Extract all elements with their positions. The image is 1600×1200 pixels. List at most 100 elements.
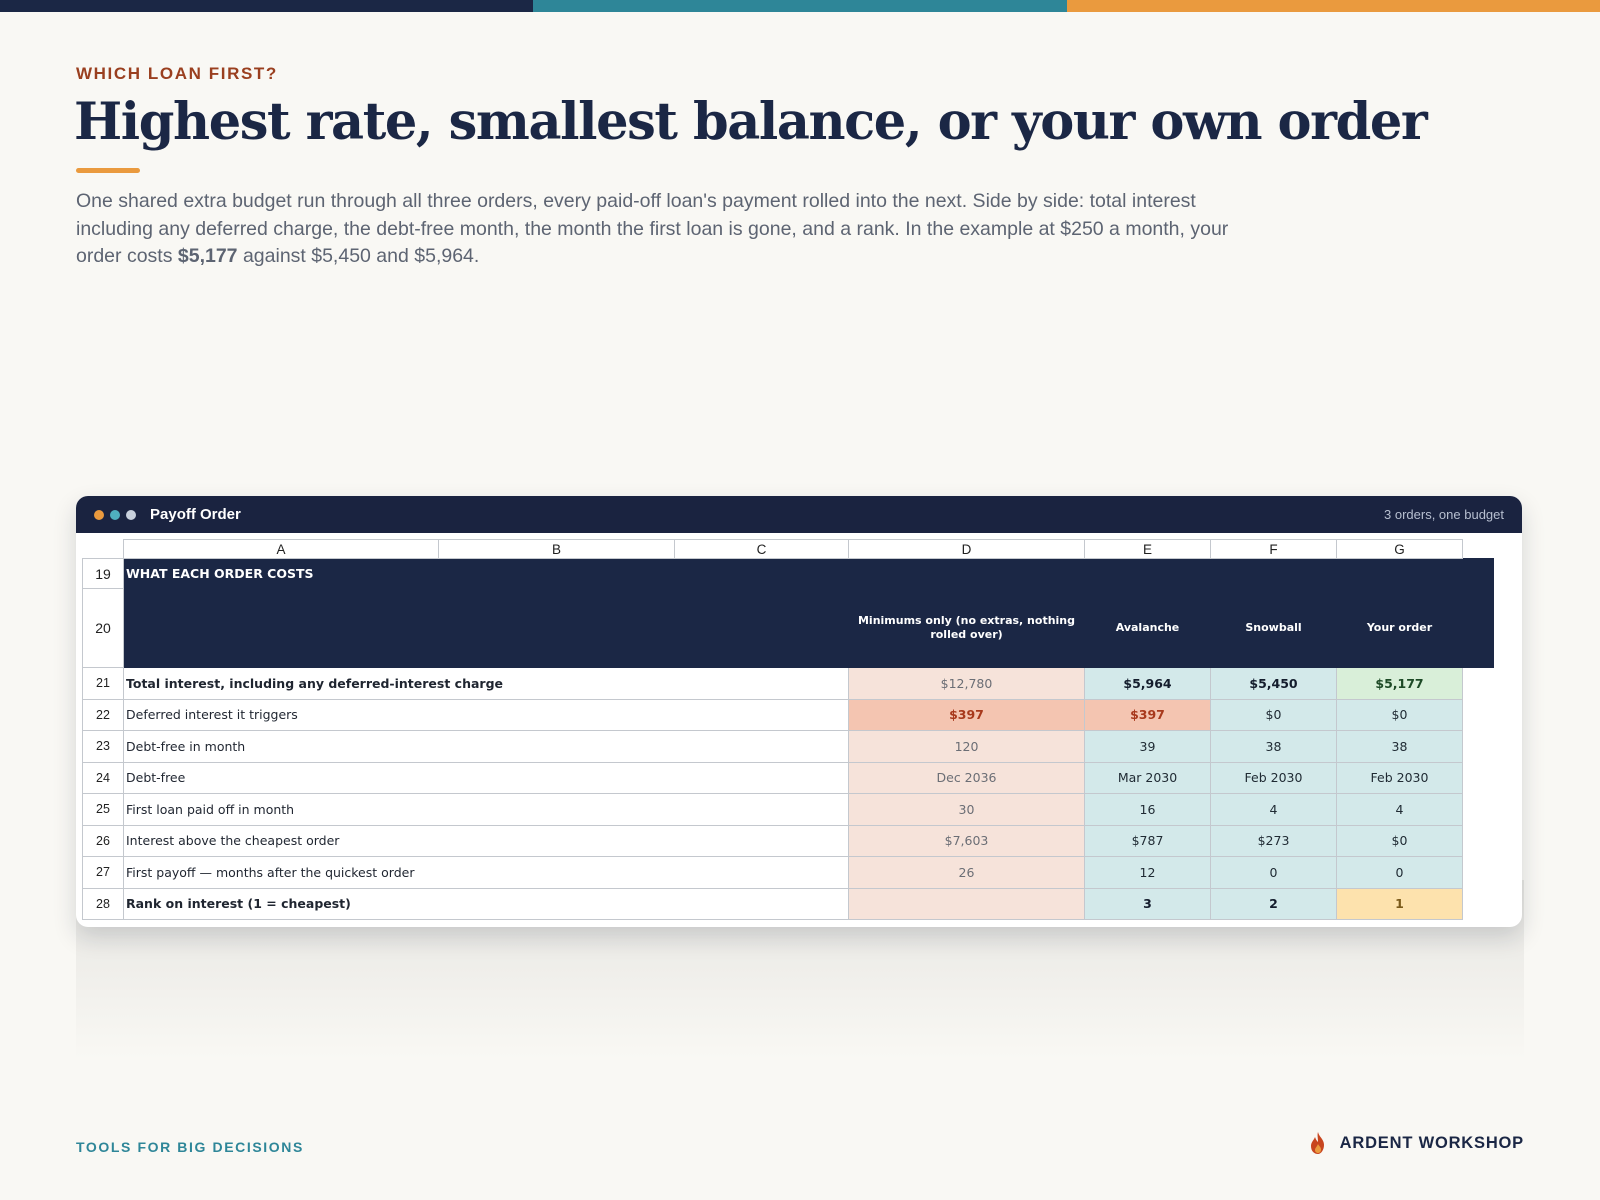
cell-your-order[interactable]: Feb 2030 [1336, 761, 1463, 794]
row-number[interactable]: 27 [82, 856, 124, 889]
row-tail [1463, 668, 1494, 700]
cell-minimums[interactable]: $12,780 [848, 667, 1085, 700]
row-number[interactable]: 26 [82, 824, 124, 857]
row-label[interactable]: Debt-free [123, 761, 849, 794]
column-header-spacer [1462, 539, 1494, 559]
title-underline [76, 168, 140, 173]
cell-avalanche[interactable]: $5,964 [1084, 667, 1211, 700]
accent-segment-teal [533, 0, 1067, 12]
cell-avalanche[interactable]: $787 [1084, 824, 1211, 857]
cell-snowball[interactable]: 0 [1210, 856, 1337, 889]
cell-your-order[interactable]: $0 [1336, 698, 1463, 731]
spreadsheet-grid: A B C D E F G 19 WHAT EACH ORDER COSTS 2… [82, 539, 1494, 920]
cell-snowball[interactable]: 38 [1210, 730, 1337, 763]
row-number[interactable]: 25 [82, 793, 124, 826]
column-header-a[interactable]: A [123, 539, 439, 559]
cell-avalanche[interactable]: 16 [1084, 793, 1211, 826]
cell-avalanche[interactable]: 3 [1084, 887, 1211, 920]
row-number[interactable]: 19 [82, 558, 124, 589]
header-snowball[interactable]: Snowball [1210, 588, 1337, 668]
row-number[interactable]: 21 [82, 667, 124, 700]
cell-your-order[interactable]: 0 [1336, 856, 1463, 889]
row-tail [1463, 762, 1494, 794]
cell-your-order[interactable]: $5,177 [1336, 667, 1463, 700]
column-header-e[interactable]: E [1084, 539, 1211, 559]
row-label[interactable]: First loan paid off in month [123, 793, 849, 826]
cell-your-order[interactable]: 38 [1336, 730, 1463, 763]
row-tail [1463, 794, 1494, 826]
cell-your-order[interactable]: 1 [1336, 887, 1463, 920]
cell-minimums[interactable]: 30 [848, 793, 1085, 826]
row-number[interactable]: 20 [82, 588, 124, 668]
cell-avalanche[interactable]: $397 [1084, 698, 1211, 731]
row-number[interactable]: 24 [82, 761, 124, 794]
cell-minimums[interactable]: 120 [848, 730, 1085, 763]
cell-avalanche[interactable]: 12 [1084, 856, 1211, 889]
column-header-b[interactable]: B [438, 539, 675, 559]
row-label[interactable]: First payoff — months after the quickest… [123, 856, 849, 889]
row-label[interactable]: Deferred interest it triggers [123, 698, 849, 731]
eyebrow-label: WHICH LOAN FIRST? [76, 64, 278, 83]
table-row: 21 Total interest, including any deferre… [82, 667, 1494, 700]
table-row: 23 Debt-free in month 120 39 38 38 [82, 730, 1494, 763]
intro-paragraph: One shared extra budget run through all … [76, 188, 1256, 271]
cell-minimums[interactable]: $397 [848, 698, 1085, 731]
header-minimums[interactable]: Minimums only (no extras, nothing rolled… [848, 588, 1085, 668]
table-row: 24 Debt-free Dec 2036 Mar 2030 Feb 2030 … [82, 761, 1494, 794]
window-dot-grey[interactable] [126, 509, 136, 520]
cell-minimums[interactable]: Dec 2036 [848, 761, 1085, 794]
window-titlebar: Payoff Order 3 orders, one budget [76, 496, 1522, 533]
cell-snowball[interactable]: $0 [1210, 698, 1337, 731]
table-row: 25 First loan paid off in month 30 16 4 … [82, 793, 1494, 826]
row-tail [1463, 699, 1494, 731]
cell-snowball[interactable]: 4 [1210, 793, 1337, 826]
intro-highlight: $5,177 [177, 245, 238, 267]
row-label[interactable]: Rank on interest (1 = cheapest) [123, 887, 849, 920]
header-avalanche[interactable]: Avalanche [1084, 588, 1211, 668]
row-number[interactable]: 22 [82, 698, 124, 731]
row-label[interactable]: Total interest, including any deferred-i… [123, 667, 849, 700]
cell-avalanche[interactable]: 39 [1084, 730, 1211, 763]
accent-segment-navy [0, 0, 534, 12]
row-number[interactable]: 28 [82, 887, 124, 920]
table-row: 22 Deferred interest it triggers $397 $3… [82, 698, 1494, 731]
cell-snowball[interactable]: 2 [1210, 887, 1337, 920]
flame-icon [1310, 1132, 1324, 1154]
table-row: 27 First payoff — months after the quick… [82, 856, 1494, 889]
cell-your-order[interactable]: 4 [1336, 793, 1463, 826]
spreadsheet-window: Payoff Order 3 orders, one budget A B C … [76, 496, 1522, 927]
accent-segment-orange [1066, 0, 1600, 12]
window-dot-orange[interactable] [94, 509, 104, 520]
column-header-f[interactable]: F [1210, 539, 1337, 559]
row-tail [1463, 888, 1494, 920]
brand-name: ARDENT WORKSHOP [1339, 1133, 1524, 1152]
section-title-cell[interactable]: WHAT EACH ORDER COSTS [123, 558, 1494, 589]
column-header-c[interactable]: C [674, 539, 849, 559]
intro-text-end: against $5,450 and $5,964. [237, 245, 480, 267]
cell-snowball[interactable]: $5,450 [1210, 667, 1337, 700]
section-row: 19 WHAT EACH ORDER COSTS [82, 558, 1494, 589]
header-your-order[interactable]: Your order [1336, 588, 1463, 668]
header-tail-cell [1462, 588, 1494, 668]
column-header-g[interactable]: G [1336, 539, 1463, 559]
row-tail [1463, 825, 1494, 857]
cell-minimums[interactable]: $7,603 [848, 824, 1085, 857]
row-number[interactable]: 23 [82, 730, 124, 763]
intro-text: One shared extra budget run through all … [76, 190, 1229, 267]
page-title: Highest rate, smallest balance, or your … [74, 92, 1428, 152]
corner-cell[interactable] [82, 539, 124, 559]
row-label[interactable]: Debt-free in month [123, 730, 849, 763]
window-dot-teal[interactable] [110, 509, 120, 520]
cell-minimums[interactable]: 26 [848, 856, 1085, 889]
cell-snowball[interactable]: $273 [1210, 824, 1337, 857]
table-row: 26 Interest above the cheapest order $7,… [82, 824, 1494, 857]
cell-your-order[interactable]: $0 [1336, 824, 1463, 857]
cell-snowball[interactable]: Feb 2030 [1210, 761, 1337, 794]
column-header-d[interactable]: D [848, 539, 1085, 559]
cell-minimums[interactable] [848, 887, 1085, 920]
header-blank-cell[interactable] [123, 588, 849, 668]
table-row: 28 Rank on interest (1 = cheapest) 3 2 1 [82, 887, 1494, 920]
row-tail [1463, 731, 1494, 763]
cell-avalanche[interactable]: Mar 2030 [1084, 761, 1211, 794]
row-label[interactable]: Interest above the cheapest order [123, 824, 849, 857]
